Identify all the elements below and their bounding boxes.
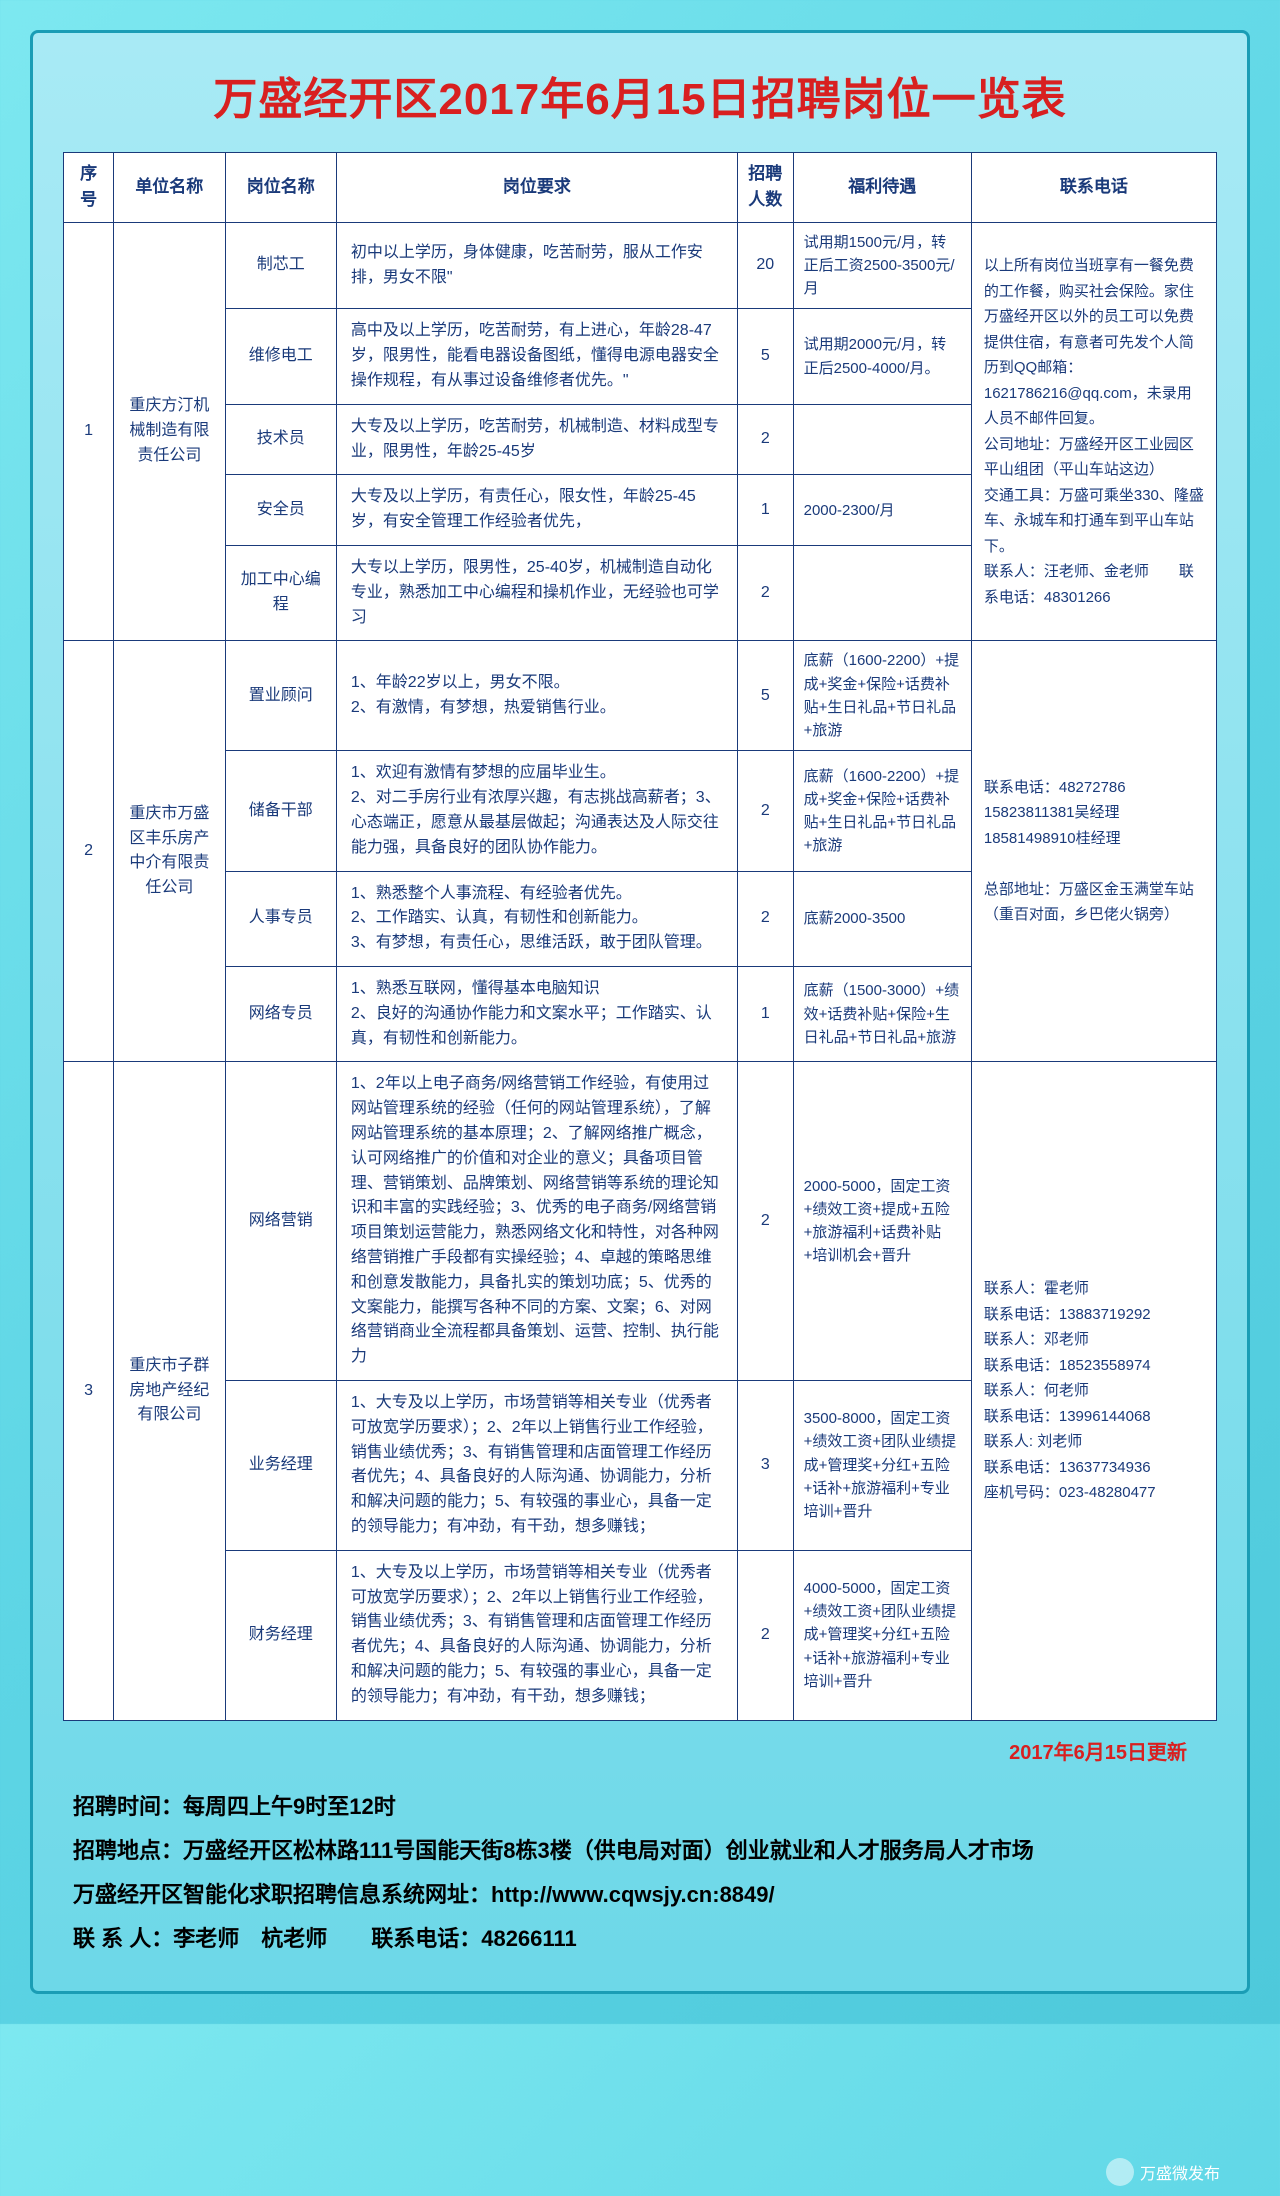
- cell-position: 加工中心编程: [225, 546, 336, 641]
- cell-benefit: 试用期1500元/月，转正后工资2500-3500元/月: [793, 222, 971, 309]
- wechat-badge: 万盛微发布: [1106, 2158, 1220, 2186]
- table-row: 2重庆市万盛区丰乐房产中介有限责任公司置业顾问1、年龄22岁以上，男女不限。 2…: [64, 641, 1217, 751]
- th-idx: 序号: [64, 153, 114, 223]
- cell-count: 2: [737, 1062, 793, 1381]
- cell-position: 人事专员: [225, 871, 336, 966]
- table-row: 3重庆市子群房地产经纪有限公司网络营销1、2年以上电子商务/网络营销工作经验，有…: [64, 1062, 1217, 1381]
- cell-position: 储备干部: [225, 751, 336, 871]
- cell-benefit: 底薪（1600-2200）+提成+奖金+保险+话费补贴+生日礼品+节日礼品+旅游: [793, 751, 971, 871]
- cell-requirement: 1、2年以上电子商务/网络营销工作经验，有使用过网站管理系统的经验（任何的网站管…: [336, 1062, 737, 1381]
- cell-idx: 3: [64, 1062, 114, 1720]
- th-company: 单位名称: [114, 153, 225, 223]
- cell-requirement: 大专及以上学历，有责任心，限女性，年龄25-45岁，有安全管理工作经验者优先，: [336, 475, 737, 546]
- footer-line: 招聘时间：每周四上午9时至12时: [73, 1785, 1207, 1829]
- cell-company: 重庆市子群房地产经纪有限公司: [114, 1062, 225, 1720]
- cell-position: 安全员: [225, 475, 336, 546]
- cell-requirement: 1、熟悉互联网，懂得基本电脑知识 2、良好的沟通协作能力和文案水平；工作踏实、认…: [336, 966, 737, 1061]
- table-header-row: 序号 单位名称 岗位名称 岗位要求 招聘人数 福利待遇 联系电话: [64, 153, 1217, 223]
- cell-position: 置业顾问: [225, 641, 336, 751]
- cell-count: 1: [737, 966, 793, 1061]
- cell-contact: 联系人：霍老师 联系电话：13883719292 联系人：邓老师 联系电话：18…: [971, 1062, 1216, 1720]
- cell-contact: 联系电话：48272786 15823811381吴经理 18581498910…: [971, 641, 1216, 1062]
- update-note: 2017年6月15日更新: [63, 1736, 1187, 1765]
- cell-position: 网络营销: [225, 1062, 336, 1381]
- wechat-icon: [1106, 2158, 1134, 2186]
- cell-count: 3: [737, 1380, 793, 1550]
- cell-requirement: 1、大专及以上学历，市场营销等相关专业（优秀者可放宽学历要求）；2、2年以上销售…: [336, 1380, 737, 1550]
- cell-requirement: 大专及以上学历，吃苦耐劳，机械制造、材料成型专业，限男性，年龄25-45岁: [336, 404, 737, 475]
- cell-count: 5: [737, 641, 793, 751]
- cell-position: 维修电工: [225, 309, 336, 404]
- cell-requirement: 大专以上学历，限男性，25-40岁，机械制造自动化专业，熟悉加工中心编程和操机作…: [336, 546, 737, 641]
- cell-position: 网络专员: [225, 966, 336, 1061]
- cell-count: 2: [737, 1550, 793, 1720]
- footer-line: 万盛经开区智能化求职招聘信息系统网址：http://www.cqwsjy.cn:…: [73, 1873, 1207, 1917]
- cell-benefit: [793, 404, 971, 475]
- wechat-name: 万盛微发布: [1140, 2160, 1220, 2184]
- cell-idx: 1: [64, 222, 114, 641]
- cell-requirement: 1、大专及以上学历，市场营销等相关专业（优秀者可放宽学历要求）；2、2年以上销售…: [336, 1550, 737, 1720]
- cell-count: 1: [737, 475, 793, 546]
- cell-benefit: 底薪2000-3500: [793, 871, 971, 966]
- cell-benefit: 底薪（1500-3000）+绩效+话费补贴+保险+生日礼品+节日礼品+旅游: [793, 966, 971, 1061]
- cell-position: 业务经理: [225, 1380, 336, 1550]
- cell-benefit: [793, 546, 971, 641]
- cell-contact: 以上所有岗位当班享有一餐免费的工作餐，购买社会保险。家住万盛经开区以外的员工可以…: [971, 222, 1216, 641]
- cell-company: 重庆方汀机械制造有限责任公司: [114, 222, 225, 641]
- cell-requirement: 1、欢迎有激情有梦想的应届毕业生。 2、对二手房行业有浓厚兴趣，有志挑战高薪者；…: [336, 751, 737, 871]
- cell-count: 5: [737, 309, 793, 404]
- th-contact: 联系电话: [971, 153, 1216, 223]
- cell-benefit: 2000-2300/月: [793, 475, 971, 546]
- cell-count: 2: [737, 751, 793, 871]
- cell-idx: 2: [64, 641, 114, 1062]
- cell-count: 2: [737, 546, 793, 641]
- footer-line: 联 系 人：李老师 杭老师 联系电话：48266111: [73, 1917, 1207, 1961]
- cell-count: 20: [737, 222, 793, 309]
- cell-requirement: 1、熟悉整个人事流程、有经验者优先。 2、工作踏实、认真，有韧性和创新能力。 3…: [336, 871, 737, 966]
- cell-count: 2: [737, 871, 793, 966]
- footer-info: 招聘时间：每周四上午9时至12时 招聘地点：万盛经开区松林路111号国能天街8栋…: [73, 1785, 1207, 1961]
- footer-line: 招聘地点：万盛经开区松林路111号国能天街8栋3楼（供电局对面）创业就业和人才服…: [73, 1829, 1207, 1873]
- cell-benefit: 2000-5000，固定工资+绩效工资+提成+五险+旅游福利+话费补贴+培训机会…: [793, 1062, 971, 1381]
- th-count: 招聘人数: [737, 153, 793, 223]
- th-position: 岗位名称: [225, 153, 336, 223]
- cell-requirement: 高中及以上学历，吃苦耐劳，有上进心，年龄28-47岁，限男性，能看电器设备图纸，…: [336, 309, 737, 404]
- cell-position: 财务经理: [225, 1550, 336, 1720]
- cell-benefit: 试用期2000元/月，转正后2500-4000/月。: [793, 309, 971, 404]
- cell-requirement: 1、年龄22岁以上，男女不限。 2、有激情，有梦想，热爱销售行业。: [336, 641, 737, 751]
- th-benefit: 福利待遇: [793, 153, 971, 223]
- cell-company: 重庆市万盛区丰乐房产中介有限责任公司: [114, 641, 225, 1062]
- cell-position: 技术员: [225, 404, 336, 475]
- table-row: 1重庆方汀机械制造有限责任公司制芯工初中以上学历，身体健康，吃苦耐劳，服从工作安…: [64, 222, 1217, 309]
- poster-frame: 万盛经开区2017年6月15日招聘岗位一览表 序号 单位名称 岗位名称 岗位要求…: [30, 30, 1250, 1994]
- cell-requirement: 初中以上学历，身体健康，吃苦耐劳，服从工作安排，男女不限": [336, 222, 737, 309]
- th-req: 岗位要求: [336, 153, 737, 223]
- cell-benefit: 3500-8000，固定工资+绩效工资+团队业绩提成+管理奖+分红+五险+话补+…: [793, 1380, 971, 1550]
- cell-position: 制芯工: [225, 222, 336, 309]
- cell-benefit: 4000-5000，固定工资+绩效工资+团队业绩提成+管理奖+分红+五险+话补+…: [793, 1550, 971, 1720]
- recruitment-table: 序号 单位名称 岗位名称 岗位要求 招聘人数 福利待遇 联系电话 1重庆方汀机械…: [63, 152, 1217, 1721]
- main-title: 万盛经开区2017年6月15日招聘岗位一览表: [63, 63, 1217, 127]
- cell-count: 2: [737, 404, 793, 475]
- cell-benefit: 底薪（1600-2200）+提成+奖金+保险+话费补贴+生日礼品+节日礼品+旅游: [793, 641, 971, 751]
